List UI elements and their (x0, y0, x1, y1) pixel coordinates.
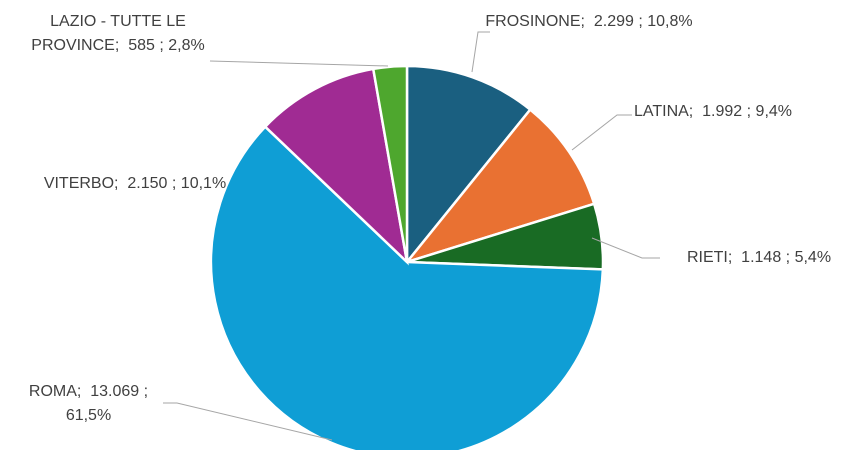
label-percentage: 10,8% (647, 13, 693, 30)
label-category: RIETI (686, 249, 728, 266)
label-percentage: 5,4% (794, 249, 832, 266)
data-label: LAZIO - TUTTE LE PROVINCE; 585 ; 2,8% (18, 10, 218, 58)
label-value: 585 (128, 37, 155, 54)
pie-slice (371, 64, 409, 263)
label-value: 1.148 (741, 249, 782, 266)
leader-line (163, 402, 333, 441)
data-label: ROMA; 13.069 ; 61,5% (6, 380, 171, 428)
label-category: LATINA (633, 103, 689, 120)
label-separator: ; (746, 103, 752, 120)
label-category: LAZIO - TUTTE LE PROVINCE (31, 13, 186, 54)
leader-line (571, 114, 632, 151)
label-value: 2.150 (127, 175, 168, 192)
label-separator: ; (785, 249, 791, 266)
pie-slice (263, 67, 409, 266)
pie-slice (405, 64, 533, 266)
label-separator: ; (638, 13, 643, 30)
label-value: 1.992 (702, 103, 743, 120)
label-separator: ; (727, 249, 733, 266)
label-separator: ; (580, 13, 585, 30)
label-separator: ; (171, 175, 177, 192)
data-label: LATINA; 1.992 ; 9,4% (628, 100, 798, 124)
slices (209, 64, 605, 450)
label-separator: ; (143, 383, 149, 400)
label-category: ROMA (28, 383, 77, 400)
label-separator: ; (159, 37, 164, 54)
label-separator: ; (76, 383, 82, 400)
leader-line (471, 31, 490, 73)
label-separator: ; (688, 103, 694, 120)
label-percentage: 2,8% (168, 37, 205, 54)
data-label: FROSINONE; 2.299 ; 10,8% (478, 10, 700, 34)
pie-slice (403, 107, 596, 265)
label-category: VITERBO (43, 175, 115, 192)
label-category: FROSINONE (485, 13, 581, 30)
label-percentage: 9,4% (755, 103, 793, 120)
leader-line (209, 60, 389, 67)
label-value: 2.299 (593, 13, 634, 30)
label-percentage: 10,1% (180, 175, 227, 192)
label-separator: ; (114, 175, 119, 192)
leader-line (591, 237, 660, 259)
data-label: VITERBO; 2.150 ; 10,1% (40, 172, 230, 196)
pie-slice (209, 124, 605, 450)
label-value: 13.069 (90, 383, 140, 400)
data-label: RIETI; 1.148 ; 5,4% (664, 246, 854, 270)
label-percentage: 61,5% (65, 407, 112, 424)
label-separator: ; (114, 37, 120, 54)
